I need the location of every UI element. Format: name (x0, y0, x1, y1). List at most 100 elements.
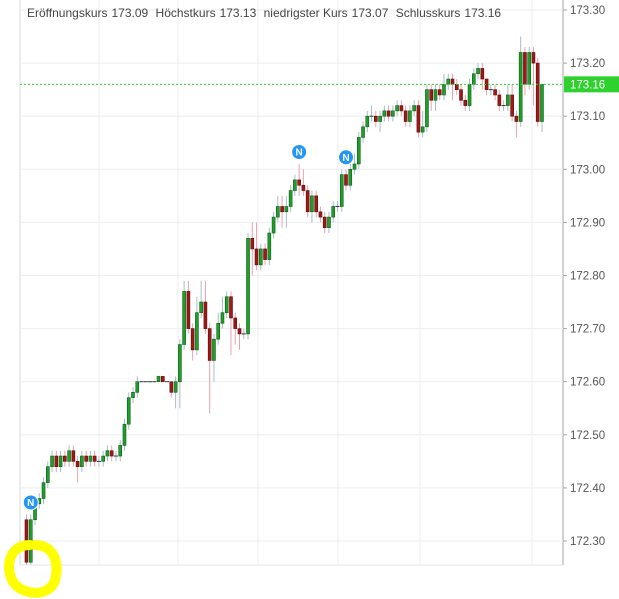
candle-body (297, 179, 301, 186)
candle-body (493, 89, 497, 96)
candle-body (506, 94, 510, 106)
candle-body (514, 115, 519, 122)
candle (101, 450, 105, 467)
candle (310, 190, 314, 223)
candle-body (425, 89, 429, 128)
candle-body (433, 89, 438, 101)
candle (476, 63, 480, 80)
candle (301, 169, 306, 196)
high-label: Höchstkurs (155, 6, 216, 20)
candle (207, 323, 212, 414)
candle (344, 169, 348, 191)
candle (54, 450, 59, 472)
candle (348, 163, 353, 191)
candle (284, 195, 289, 228)
candle (161, 376, 165, 383)
candle (437, 84, 442, 101)
candle (318, 206, 323, 223)
high-value: 173.13 (219, 6, 257, 20)
candle (173, 376, 178, 409)
candle-body (293, 179, 297, 191)
candle (109, 445, 114, 462)
candle-body (80, 455, 84, 467)
candle (50, 450, 54, 472)
candle (24, 514, 29, 565)
candle-body (246, 238, 250, 335)
candle (113, 450, 118, 462)
close-label: Schlusskurs (395, 6, 461, 20)
candle-body (305, 190, 310, 213)
candle-body (67, 450, 71, 462)
candle-body (233, 317, 238, 329)
candle-body (126, 397, 131, 425)
candle (254, 222, 259, 271)
candle-body (408, 110, 412, 122)
candle-body (301, 184, 306, 191)
candle (250, 222, 255, 276)
candle (203, 280, 208, 334)
candle (105, 445, 110, 462)
candle (67, 445, 71, 467)
candle (412, 100, 416, 117)
candle-body (224, 296, 229, 313)
candle-body (442, 84, 446, 96)
candle-body (531, 52, 536, 64)
candle-body (429, 89, 434, 101)
candle (442, 73, 446, 101)
candle (506, 84, 510, 111)
candle-body (254, 248, 259, 266)
candle-body (216, 322, 220, 340)
news-badge-icon (22, 494, 39, 511)
axis-tick-label: 172.90 (570, 217, 605, 229)
news-marker[interactable]: N (22, 494, 39, 511)
candle-body (276, 206, 280, 218)
candle-body (186, 291, 191, 329)
candle-body (88, 455, 93, 462)
bottom-area (0, 566, 619, 599)
candle (459, 84, 463, 106)
candle (365, 110, 370, 133)
axis-tick-label: 172.40 (570, 483, 605, 495)
candle (126, 392, 131, 430)
candle-body (190, 328, 195, 351)
news-badge-label: N (27, 498, 34, 509)
price-axis[interactable]: 173.30 173.20 173.10 173.00 172.90 172.80 172.… (563, 5, 619, 548)
candle (229, 291, 233, 356)
candle-body (365, 115, 370, 128)
candle-body (480, 68, 485, 80)
news-marker[interactable]: N (291, 143, 308, 160)
news-marker[interactable]: N (338, 149, 354, 166)
candle (386, 105, 391, 122)
candle-body (510, 94, 514, 117)
candle (195, 296, 199, 356)
candle-body (314, 195, 318, 213)
candle (156, 376, 161, 383)
candle (71, 445, 76, 467)
candle-body (203, 301, 208, 329)
candle (518, 36, 523, 127)
candle (540, 84, 544, 133)
candle-body (446, 78, 451, 85)
candle-body (58, 455, 63, 467)
candle-body (288, 190, 293, 207)
candle (454, 79, 459, 95)
candle (169, 381, 174, 398)
candle (463, 94, 468, 111)
axis-tick-label: 173.00 (570, 164, 605, 176)
candle (41, 477, 46, 504)
candle (339, 169, 344, 212)
news-badge-label: N (296, 147, 303, 158)
candle (408, 105, 412, 127)
candle-body (459, 89, 463, 101)
candle-body (63, 455, 67, 462)
candle-body (101, 455, 105, 462)
candle (182, 280, 186, 350)
candle (374, 110, 378, 127)
candle (450, 73, 455, 101)
candle (131, 387, 135, 403)
candle-body (327, 216, 331, 229)
candle-body (271, 216, 276, 234)
candle-body (318, 211, 323, 218)
candle (420, 110, 425, 138)
